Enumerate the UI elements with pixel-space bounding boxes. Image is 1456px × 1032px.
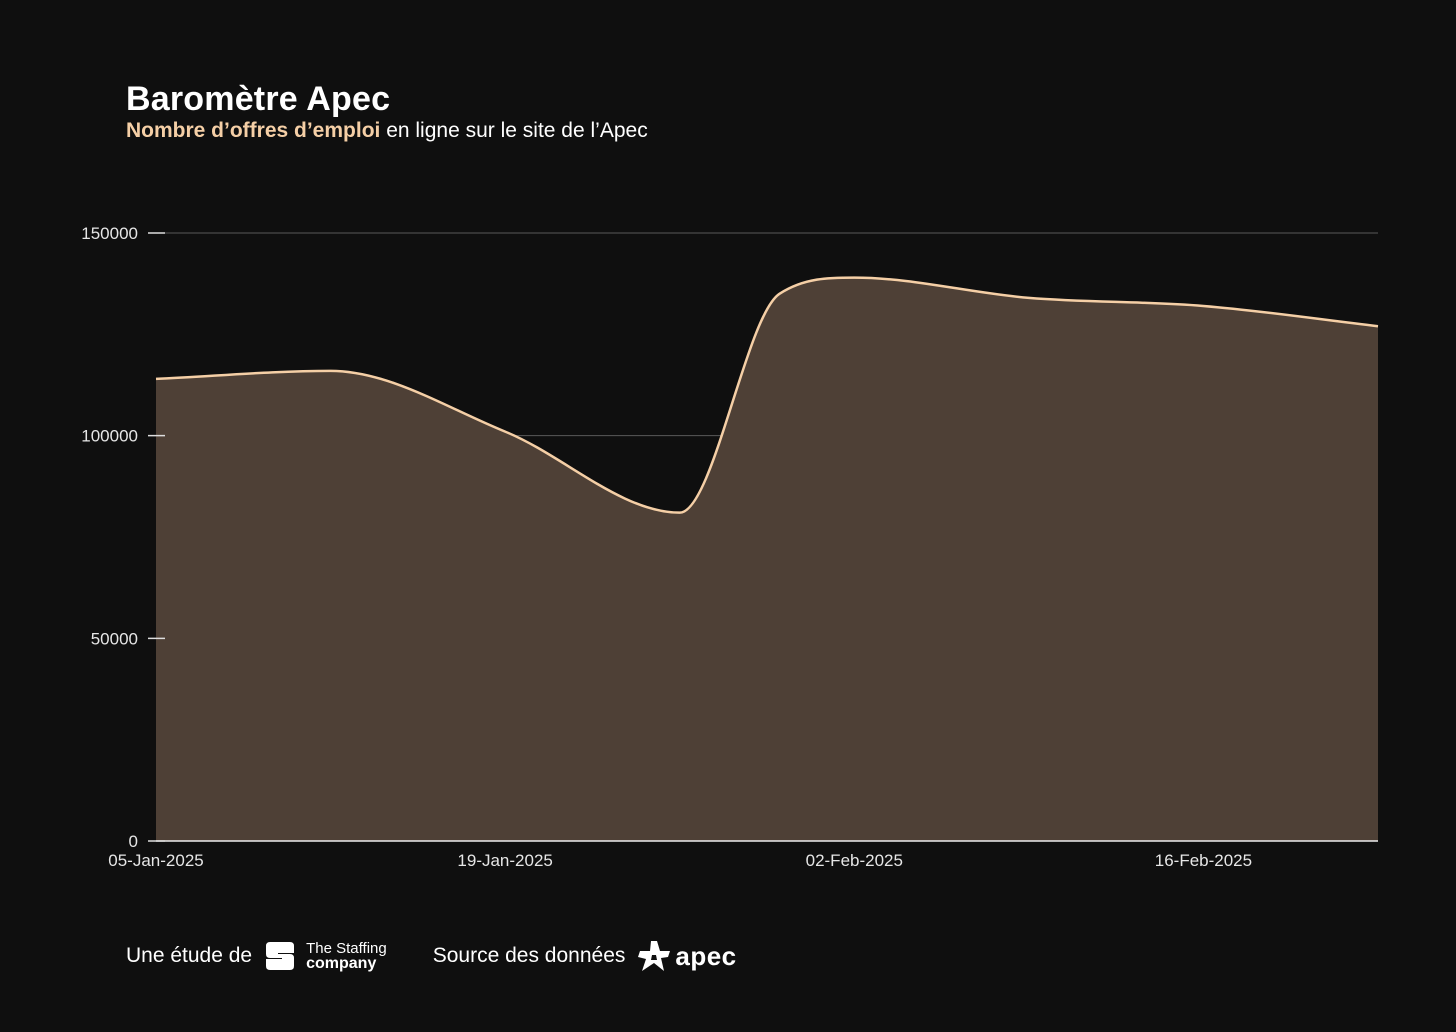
y-tick-label: 100000 <box>81 427 138 446</box>
subtitle-highlight: Nombre d’offres d’emploi <box>126 119 381 142</box>
x-tick-label: 02-Feb-2025 <box>806 851 903 870</box>
y-tick-label: 150000 <box>81 224 138 243</box>
footer: Une étude de The Staffing company Source… <box>126 934 737 978</box>
y-tick-label: 0 <box>129 832 138 851</box>
staffing-logo-text: The Staffing company <box>306 940 387 972</box>
series-line <box>155 276 1379 514</box>
area-fill <box>156 277 1378 841</box>
staffing-s-logo-icon <box>266 942 295 970</box>
staffing-line2: company <box>306 955 377 972</box>
chart-subtitle: Nombre d’offres d’emploi en ligne sur le… <box>126 119 648 143</box>
x-tick-label: 05-Jan-2025 <box>108 851 203 870</box>
source-label: Source des données <box>432 944 626 967</box>
x-tick-label: 19-Jan-2025 <box>457 851 552 870</box>
chart-title: Baromètre Apec <box>126 80 391 118</box>
apec-star-logo-icon <box>638 941 671 971</box>
subtitle-rest: en ligne sur le site de l’Apec <box>386 119 648 142</box>
staffing-line1: The Staffing <box>306 940 387 957</box>
apec-logo-text: apec <box>675 940 737 971</box>
area-chart: 0 50000 100000 150000 05-Jan-2025 19-Jan-202… <box>81 224 1379 870</box>
x-axis-ticks: 05-Jan-2025 19-Jan-2025 02-Feb-2025 16-Feb-… <box>108 851 1252 870</box>
y-tick-label: 50000 <box>91 629 138 648</box>
study-label: Une étude de <box>126 944 253 967</box>
y-axis-ticks: 0 50000 100000 150000 <box>81 224 165 851</box>
x-tick-label: 16-Feb-2025 <box>1155 851 1252 870</box>
